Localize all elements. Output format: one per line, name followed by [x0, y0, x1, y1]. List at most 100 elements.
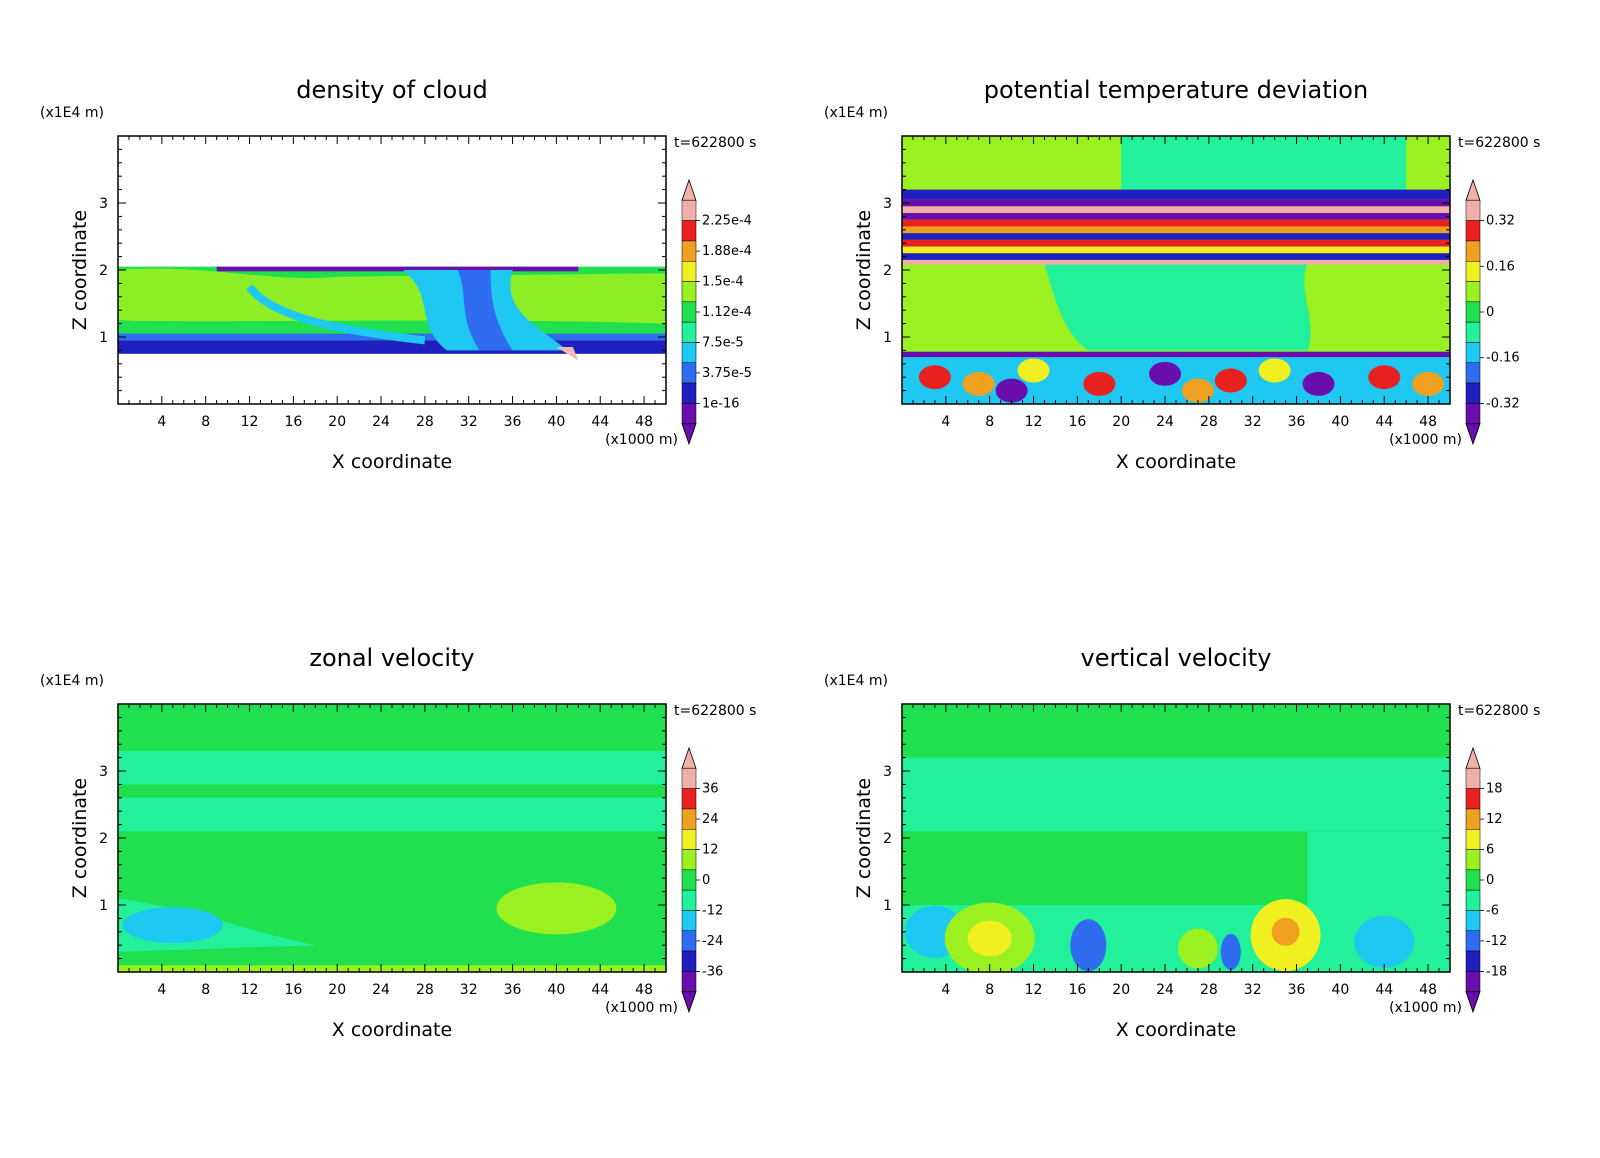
colorbar-label: -12	[702, 903, 723, 918]
colorbar-label: -6	[1486, 903, 1499, 918]
y-tick-label: 2	[883, 831, 892, 847]
y-tick-label: 3	[99, 764, 108, 780]
theta-band-2	[902, 206, 1450, 214]
colorbar-label: -0.16	[1486, 351, 1520, 366]
colorbar-swatch	[681, 301, 697, 323]
y-unit-label: (x1E4 m)	[40, 673, 104, 689]
colorbar-top-arrow	[681, 746, 697, 769]
colorbar-top-arrow	[1465, 178, 1481, 201]
colorbar-label: 3.75e-5	[702, 366, 752, 381]
x-unit-label: (x1000 m)	[1389, 1000, 1462, 1016]
u-pos-core	[496, 882, 617, 935]
colorbar-label: 0.32	[1486, 214, 1515, 229]
x-unit-label: (x1000 m)	[605, 1000, 678, 1016]
colorbar-swatch	[681, 220, 697, 242]
x-tick-label: 28	[416, 982, 434, 998]
colorbar-label: 6	[1486, 843, 1494, 858]
x-tick-label: 48	[635, 414, 653, 430]
theta-band-4	[902, 219, 1450, 227]
colorbar-swatch	[1465, 362, 1481, 384]
y-tick-label: 1	[883, 330, 892, 346]
x-tick-label: 16	[284, 414, 302, 430]
y-unit-label: (x1E4 m)	[824, 673, 888, 689]
panel-title: potential temperature deviation	[984, 76, 1368, 104]
colorbar-swatch	[1465, 889, 1481, 911]
colorbar-swatch	[681, 808, 697, 830]
colorbar-label: -24	[702, 934, 723, 949]
x-unit-label: (x1000 m)	[605, 432, 678, 448]
colorbar-label: 24	[702, 812, 719, 827]
w-upper-band	[902, 757, 1450, 832]
y-tick-label: 2	[883, 263, 892, 279]
x-tick-label: 8	[985, 982, 994, 998]
theta-band-0	[902, 189, 1450, 200]
theta-blob-7	[1302, 371, 1335, 396]
colorbar-swatch	[1465, 971, 1481, 992]
colorbar-swatch	[1465, 281, 1481, 303]
x-tick-label: 12	[241, 982, 259, 998]
y-tick-label: 3	[99, 196, 108, 212]
cloud-swirl	[246, 284, 426, 345]
theta-blob-0	[918, 365, 951, 390]
colorbar-bottom-arrow	[1465, 991, 1481, 1014]
theta-blob-5	[1214, 368, 1247, 393]
colorbar-label: -12	[1486, 934, 1507, 949]
x-tick-label: 40	[547, 414, 565, 430]
cloud-base	[118, 340, 666, 354]
panel-title: zonal velocity	[309, 644, 474, 672]
x-tick-label: 48	[1419, 414, 1437, 430]
colorbar-swatch	[1465, 240, 1481, 262]
colorbar-label: 1.88e-4	[702, 244, 752, 259]
colorbar-swatch	[1465, 910, 1481, 932]
y-tick-label: 2	[99, 263, 108, 279]
x-tick-label: 12	[1025, 414, 1043, 430]
theta-lower-edge	[902, 351, 1450, 358]
colorbar-swatch	[681, 788, 697, 810]
x-tick-label: 36	[1288, 982, 1306, 998]
colorbar-swatch	[1465, 301, 1481, 323]
time-label: t=622800 s	[674, 703, 756, 719]
theta-blob-2	[1017, 358, 1050, 383]
colorbar-label: 0	[1486, 873, 1494, 888]
y-unit-label: (x1E4 m)	[824, 105, 888, 121]
w-right-zone	[1307, 831, 1450, 919]
y-tick-label: 3	[883, 764, 892, 780]
x-tick-label: 44	[1375, 414, 1393, 430]
x-tick-label: 44	[591, 414, 609, 430]
colorbar-swatch	[1465, 828, 1481, 850]
theta-blob-1	[962, 371, 995, 396]
colorbar-swatch	[1465, 930, 1481, 952]
y-axis-label: Z coordinate	[69, 778, 91, 898]
y-tick-label: 1	[883, 898, 892, 914]
colorbar-swatch	[681, 403, 697, 424]
colorbar-label: 0	[1486, 305, 1494, 320]
theta-blob-9	[1412, 371, 1445, 396]
theta-blob-10	[995, 378, 1028, 403]
x-tick-label: 8	[985, 414, 994, 430]
x-tick-label: 36	[504, 982, 522, 998]
colorbar-swatch	[1465, 200, 1481, 221]
x-tick-label: 16	[1068, 414, 1086, 430]
w-neg-1	[1070, 919, 1107, 972]
contour-field	[118, 266, 666, 361]
colorbar-swatch	[1465, 382, 1481, 404]
time-label: t=622800 s	[674, 135, 756, 151]
y-tick-label: 1	[99, 330, 108, 346]
x-tick-label: 8	[201, 982, 210, 998]
colorbar-label: 1e-16	[702, 396, 740, 411]
colorbar-label: 36	[702, 782, 719, 797]
colorbar-label: -18	[1486, 964, 1507, 979]
contour-field	[902, 136, 1450, 404]
theta-band-5	[902, 226, 1450, 234]
w-neg-right	[1354, 915, 1415, 968]
y-axis-label: Z coordinate	[69, 210, 91, 330]
theta-upper-zone	[1121, 136, 1407, 190]
x-tick-label: 48	[1419, 982, 1437, 998]
colorbar-swatch	[681, 950, 697, 972]
theta-blob-4	[1149, 361, 1182, 386]
y-tick-label: 3	[883, 196, 892, 212]
